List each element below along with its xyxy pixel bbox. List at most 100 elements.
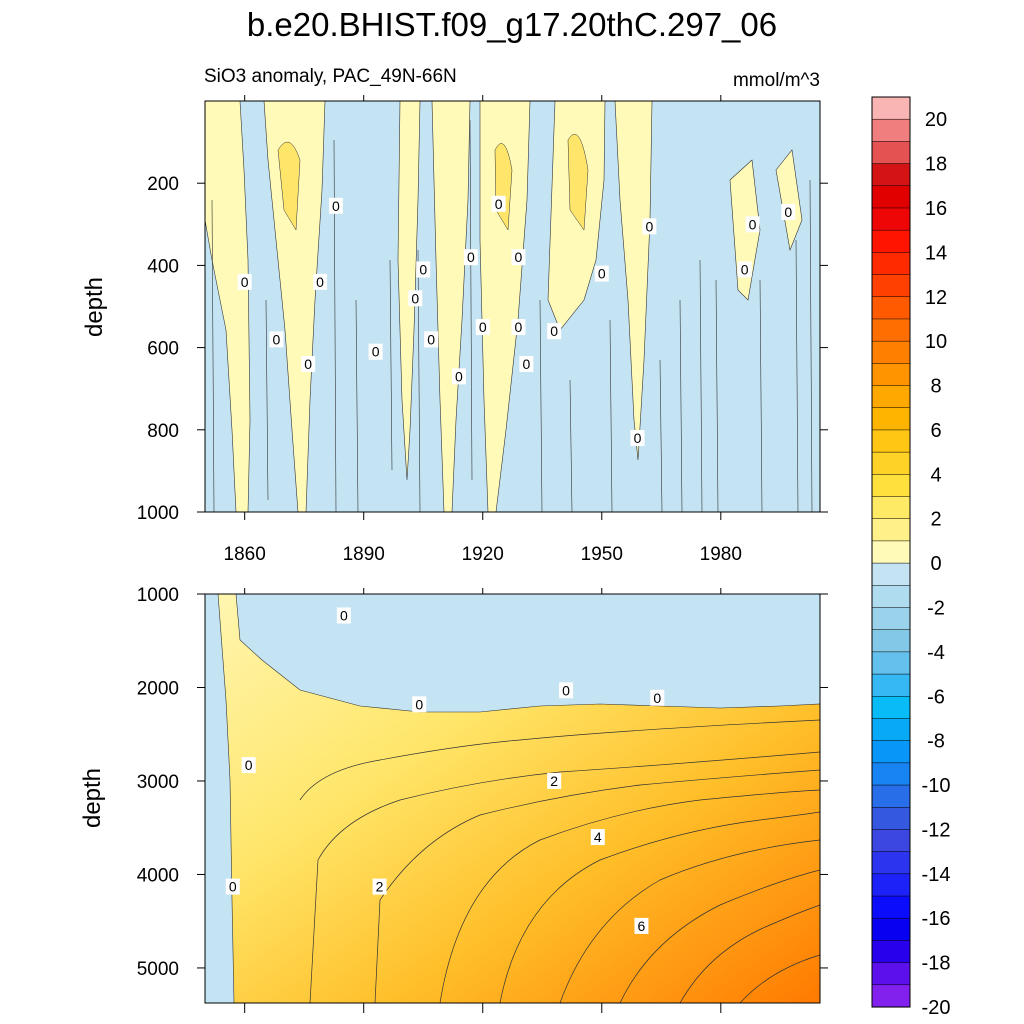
colorbar-swatch bbox=[871, 562, 911, 586]
colorbar-swatch bbox=[871, 740, 911, 764]
contour-label-bg bbox=[745, 216, 760, 233]
contour-label-bg bbox=[634, 917, 649, 934]
colorbar-label: 8 bbox=[930, 376, 941, 398]
contour-label-text: 0 bbox=[372, 344, 380, 360]
contour-label: 0 bbox=[301, 356, 316, 373]
contour-label-bg bbox=[781, 203, 796, 220]
contour-label-text: 0 bbox=[340, 608, 348, 624]
contour-label-text: 6 bbox=[638, 918, 646, 934]
lower-y-axis-label: depth bbox=[79, 768, 106, 828]
contour-label: 0 bbox=[336, 607, 351, 624]
chart-units: mmol/m^3 bbox=[733, 70, 820, 91]
upper-y-axis-label: depth bbox=[81, 277, 108, 337]
contour-label-bg bbox=[368, 343, 383, 360]
contour-label-text: 0 bbox=[273, 331, 281, 347]
contour-label: 0 bbox=[737, 261, 752, 278]
contour-label-bg bbox=[372, 878, 387, 895]
contour-label-text: 2 bbox=[550, 773, 558, 789]
colorbar-swatch bbox=[871, 496, 911, 520]
x-tick-label: 1950 bbox=[581, 544, 623, 565]
colorbar-swatch bbox=[871, 873, 911, 897]
contour-label-text: 0 bbox=[419, 262, 427, 278]
contour-label-text: 0 bbox=[653, 690, 661, 706]
contour-label: 0 bbox=[416, 261, 431, 278]
contour-label: 0 bbox=[328, 197, 343, 214]
contour-label-text: 0 bbox=[741, 262, 749, 278]
contour-label-text: 0 bbox=[515, 249, 523, 265]
x-tick-label: 1920 bbox=[462, 544, 504, 565]
contour-label-bg bbox=[313, 273, 328, 290]
contour-label-text: 0 bbox=[304, 356, 312, 372]
colorbar-label: -14 bbox=[922, 864, 951, 886]
contour-label-text: 0 bbox=[245, 757, 253, 773]
contour-label-text: 0 bbox=[229, 879, 237, 895]
colorbar-label: 14 bbox=[925, 242, 947, 264]
contour-label-bg bbox=[424, 331, 439, 348]
contour-label: 0 bbox=[412, 696, 427, 713]
colorbar-swatch bbox=[871, 673, 911, 697]
contour-label-bg bbox=[511, 249, 526, 266]
colorbar-swatch bbox=[871, 895, 911, 919]
contour-label-text: 0 bbox=[784, 204, 792, 220]
contour-label: 0 bbox=[451, 368, 466, 385]
contour-label: 0 bbox=[225, 878, 240, 895]
colorbar-swatch bbox=[871, 762, 911, 786]
lower-contour-lines bbox=[299, 719, 821, 1004]
colorbar-label: -8 bbox=[927, 731, 945, 753]
colorbar-swatch bbox=[871, 540, 911, 564]
contour-label: 0 bbox=[463, 249, 478, 266]
contour-label-text: 0 bbox=[634, 430, 642, 446]
contour-label-bg bbox=[630, 430, 645, 447]
colorbar-swatch bbox=[871, 318, 911, 342]
contour-label-text: 0 bbox=[749, 216, 757, 232]
upper-contour-lines bbox=[211, 119, 813, 513]
colorbar-label: 10 bbox=[925, 331, 947, 353]
upper-y-tick-label: 800 bbox=[147, 421, 179, 442]
colorbar-swatch bbox=[871, 696, 911, 720]
colorbar-swatch bbox=[871, 629, 911, 653]
colorbar-swatch bbox=[871, 784, 911, 808]
colorbar-label: 18 bbox=[925, 154, 947, 176]
chart-subtitle: SiO3 anomaly, PAC_49N-66N bbox=[204, 66, 457, 87]
contour-label-bg bbox=[475, 319, 490, 336]
contour-label: 2 bbox=[372, 878, 387, 895]
x-tick-label: 1860 bbox=[224, 544, 266, 565]
colorbar-swatch bbox=[871, 385, 911, 409]
contour-label: 0 bbox=[781, 203, 796, 220]
contour-label-text: 0 bbox=[332, 198, 340, 214]
contour-label: 0 bbox=[408, 290, 423, 307]
lower-y-tick-label: 2000 bbox=[137, 678, 179, 699]
contour-label-bg bbox=[451, 368, 466, 385]
colorbar-label: -2 bbox=[927, 597, 945, 619]
contour-label: 0 bbox=[313, 273, 328, 290]
contour-label-text: 0 bbox=[522, 356, 530, 372]
contour-label: 0 bbox=[491, 195, 506, 212]
colorbar-label: 16 bbox=[925, 198, 947, 220]
contour-label-text: 0 bbox=[598, 266, 606, 282]
lower-warm-field bbox=[217, 593, 821, 1004]
contour-label-bg bbox=[301, 356, 316, 373]
contour-label-bg bbox=[511, 319, 526, 336]
contour-label: 0 bbox=[475, 319, 490, 336]
contour-label-bg bbox=[336, 607, 351, 624]
contour-label-bg bbox=[463, 249, 478, 266]
contour-label-text: 0 bbox=[515, 319, 523, 335]
colorbar-label: 0 bbox=[930, 553, 941, 575]
colorbar-label: -16 bbox=[922, 908, 951, 930]
contour-label: 0 bbox=[511, 319, 526, 336]
x-tick-label: 1980 bbox=[700, 544, 742, 565]
contour-label-bg bbox=[737, 261, 752, 278]
colorbar-frame bbox=[871, 96, 911, 1008]
lower-y-tick-label: 5000 bbox=[137, 959, 179, 980]
colorbar-swatch bbox=[871, 340, 911, 364]
contour-label: 4 bbox=[590, 829, 605, 846]
colorbar-swatch bbox=[871, 229, 911, 253]
contour-label: 2 bbox=[547, 772, 562, 789]
lower-plot-frame bbox=[204, 593, 821, 1004]
contour-label: 0 bbox=[424, 331, 439, 348]
colorbar-swatch bbox=[871, 363, 911, 387]
lower-y-tick-label: 1000 bbox=[137, 585, 179, 606]
contour-label-bg bbox=[547, 323, 562, 340]
contour-label-text: 2 bbox=[376, 879, 384, 895]
colorbar-label: -10 bbox=[922, 775, 951, 797]
